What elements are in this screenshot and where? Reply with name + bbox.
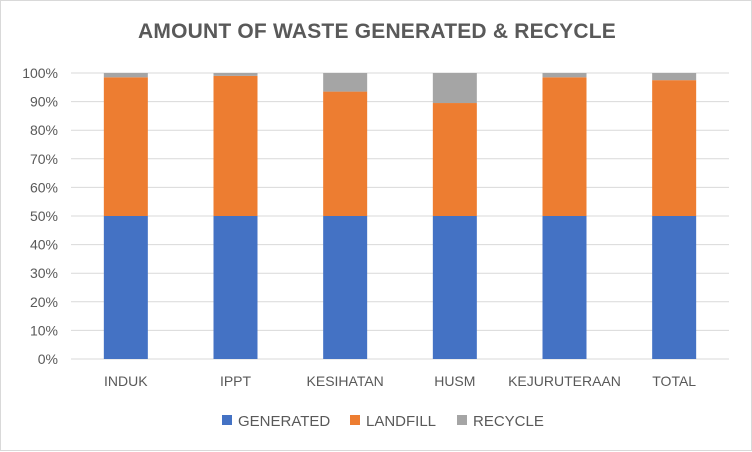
bar-recycle-induk: [103, 73, 148, 78]
y-tick-label: 30%: [30, 265, 58, 281]
legend-swatch-generated: [222, 415, 232, 425]
y-tick-label: 10%: [30, 322, 58, 338]
bar-generated-husm: [432, 216, 477, 359]
y-tick-label: 60%: [30, 179, 58, 195]
y-tick-label: 70%: [30, 151, 58, 167]
bar-landfill-total: [652, 80, 697, 217]
y-tick-label: 90%: [30, 94, 58, 110]
bar-landfill-induk: [103, 77, 148, 216]
bar-recycle-ippt: [213, 73, 258, 76]
x-category-label: INDUK: [104, 373, 148, 389]
y-tick-label: 40%: [30, 237, 58, 253]
bar-generated-kejuruteraan: [542, 216, 587, 359]
x-category-label: IPPT: [220, 373, 252, 389]
y-tick-label: 50%: [30, 208, 58, 224]
legend-label-generated: GENERATED: [238, 413, 330, 430]
y-tick-label: 20%: [30, 294, 58, 310]
y-tick-label: 80%: [30, 122, 58, 138]
bar-generated-ippt: [213, 216, 258, 359]
x-category-label: HUSM: [434, 373, 475, 389]
bar-landfill-kejuruteraan: [542, 77, 587, 216]
y-tick-label: 0%: [38, 351, 58, 367]
x-category-label: KEJURUTERAAN: [508, 373, 621, 389]
bar-landfill-kesihatan: [323, 91, 368, 216]
bar-landfill-husm: [432, 103, 477, 216]
x-category-label: TOTAL: [652, 373, 696, 389]
bar-generated-total: [652, 216, 697, 359]
legend-swatch-landfill: [350, 415, 360, 425]
bar-recycle-kesihatan: [323, 73, 368, 92]
x-category-label: KESIHATAN: [307, 373, 384, 389]
legend-label-recycle: RECYCLE: [473, 413, 544, 430]
bar-recycle-total: [652, 73, 697, 81]
legend-swatch-recycle: [457, 415, 467, 425]
bar-landfill-ippt: [213, 75, 258, 216]
bar-recycle-husm: [432, 73, 477, 104]
bar-generated-induk: [103, 216, 148, 359]
y-tick-label: 100%: [22, 65, 58, 81]
bar-generated-kesihatan: [323, 216, 368, 359]
bar-recycle-kejuruteraan: [542, 73, 587, 78]
chart-title: AMOUNT OF WASTE GENERATED & RECYCLE: [138, 20, 616, 43]
legend-label-landfill: LANDFILL: [366, 413, 436, 430]
